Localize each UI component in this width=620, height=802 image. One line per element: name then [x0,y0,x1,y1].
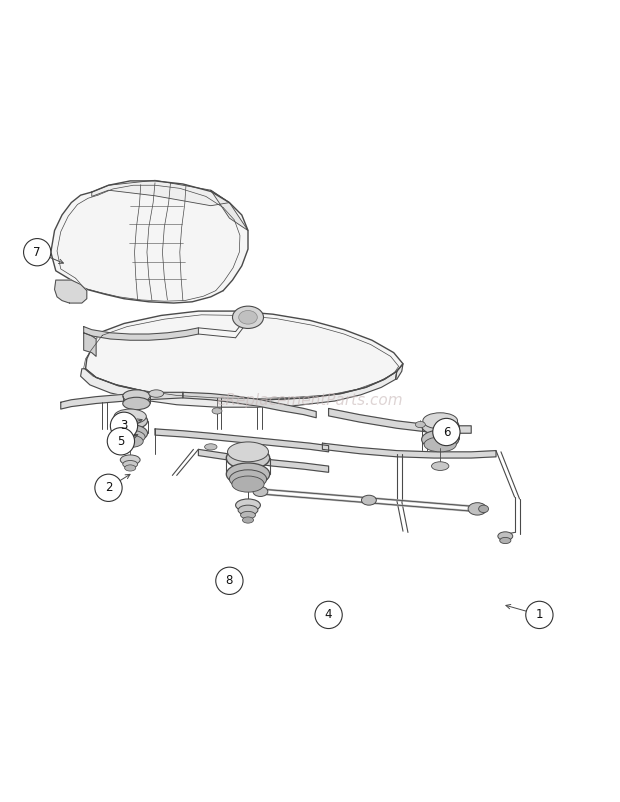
Circle shape [110,412,138,439]
Ellipse shape [205,444,217,450]
Ellipse shape [468,503,487,515]
Ellipse shape [123,390,150,403]
Polygon shape [322,444,496,458]
Circle shape [24,238,51,265]
Ellipse shape [236,499,260,512]
Ellipse shape [361,496,376,505]
Text: 4: 4 [325,609,332,622]
Text: 7: 7 [33,245,41,259]
Ellipse shape [415,422,425,427]
Ellipse shape [226,447,270,469]
Ellipse shape [226,463,270,485]
Text: 5: 5 [117,435,125,448]
Ellipse shape [149,390,164,397]
Polygon shape [198,449,329,472]
Polygon shape [329,408,471,433]
Circle shape [315,602,342,629]
Ellipse shape [115,430,145,444]
Ellipse shape [120,455,140,465]
Ellipse shape [125,465,136,471]
Ellipse shape [228,442,268,462]
Ellipse shape [238,505,258,515]
Ellipse shape [424,437,456,452]
Polygon shape [86,311,403,399]
Ellipse shape [212,408,222,414]
Polygon shape [396,364,403,379]
Ellipse shape [500,537,511,544]
Text: 1: 1 [536,609,543,622]
Circle shape [95,474,122,501]
Text: eReplacementParts.com: eReplacementParts.com [216,394,404,408]
Circle shape [107,427,135,455]
Ellipse shape [498,532,513,541]
Polygon shape [81,369,397,407]
Ellipse shape [123,397,150,410]
Ellipse shape [117,435,143,448]
Ellipse shape [432,462,449,471]
Text: 6: 6 [443,426,450,439]
Ellipse shape [422,416,459,435]
Circle shape [216,567,243,594]
Ellipse shape [114,409,146,424]
Ellipse shape [253,487,268,496]
Circle shape [526,602,553,629]
Text: 3: 3 [120,419,128,432]
Text: 8: 8 [226,574,233,587]
Circle shape [433,419,460,446]
Polygon shape [183,392,316,418]
Polygon shape [155,429,329,452]
Text: 2: 2 [105,481,112,494]
Ellipse shape [113,424,148,442]
Polygon shape [61,392,183,409]
Ellipse shape [232,306,264,329]
Polygon shape [51,181,248,303]
Polygon shape [211,190,248,230]
Polygon shape [84,333,96,356]
Ellipse shape [242,517,254,523]
Ellipse shape [113,412,148,430]
Ellipse shape [232,476,264,492]
Ellipse shape [422,430,459,449]
Ellipse shape [123,460,138,468]
Ellipse shape [229,470,267,488]
Polygon shape [92,180,229,205]
Ellipse shape [241,512,255,519]
Ellipse shape [239,310,257,324]
Polygon shape [84,326,198,340]
Polygon shape [55,280,87,303]
Ellipse shape [479,505,489,512]
Ellipse shape [423,413,458,429]
